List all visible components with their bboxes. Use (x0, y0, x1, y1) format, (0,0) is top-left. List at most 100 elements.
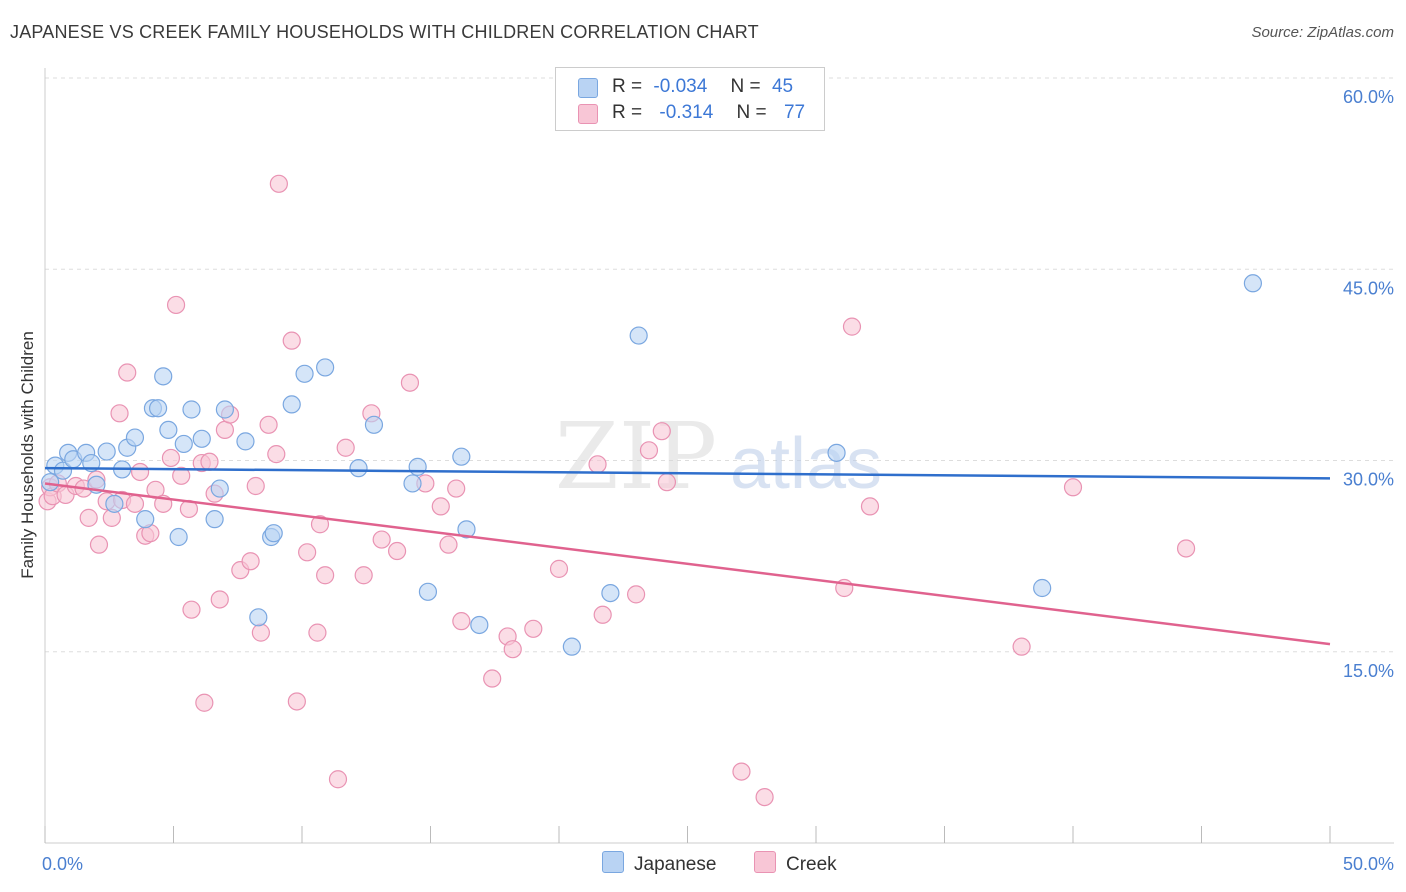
creek-point-7 (79, 508, 98, 527)
creek-point-46 (328, 770, 348, 789)
tick-labels: 15.0% 30.0% 45.0% 60.0% 0.0% 50.0% (42, 87, 1394, 874)
japanese-trend-line (44, 466, 1331, 480)
japanese-point-28 (264, 524, 283, 543)
creek-point-12 (110, 404, 129, 423)
creek-point-66 (639, 441, 659, 460)
creek-legend-label: Creek (786, 854, 837, 875)
creek-legend-swatch (754, 851, 776, 873)
japanese-point-17 (159, 420, 178, 439)
creek-point-60 (503, 640, 522, 659)
trend-lines (44, 466, 1331, 646)
creek-point-63 (588, 455, 607, 474)
japanese-points (41, 274, 1263, 656)
japanese-point-29 (282, 395, 301, 414)
japanese-point-15 (148, 399, 168, 418)
creek-point-15 (125, 494, 145, 513)
creek-n-label: N = (736, 102, 767, 123)
y-tick-label-0: 15.0% (1343, 661, 1394, 681)
japanese-point-43 (827, 443, 846, 462)
creek-point-76 (1176, 539, 1196, 558)
japanese-swatch (578, 78, 598, 98)
japanese-point-16 (154, 367, 173, 386)
axes (44, 68, 1394, 844)
japanese-point-12 (125, 428, 145, 447)
creek-point-64 (593, 605, 612, 624)
creek-point-41 (287, 692, 306, 711)
creek-point-9 (89, 535, 109, 554)
creek-point-31 (215, 420, 234, 439)
y-tick-label-3: 60.0% (1343, 87, 1394, 107)
japanese-point-42 (629, 326, 648, 345)
japanese-point-20 (182, 400, 201, 419)
japanese-point-45 (1243, 274, 1263, 293)
bottom-legend-creek: Creek (754, 851, 837, 876)
creek-r-value: -0.314 (659, 102, 714, 123)
creek-point-54 (431, 497, 450, 516)
creek-point-44 (310, 515, 330, 534)
creek-point-28 (200, 452, 219, 471)
creek-point-22 (166, 295, 186, 315)
creek-point-16 (130, 462, 150, 482)
japanese-point-31 (316, 358, 335, 377)
creek-point-65 (626, 585, 646, 604)
japanese-point-22 (205, 510, 224, 529)
creek-point-23 (172, 466, 191, 485)
creek-swatch (578, 104, 598, 124)
creek-point-43 (308, 623, 327, 642)
japanese-legend-swatch (602, 851, 624, 873)
creek-point-56 (447, 479, 466, 498)
japanese-r-label: R = (612, 76, 643, 97)
creek-point-74 (1012, 637, 1031, 656)
japanese-point-2 (53, 461, 73, 480)
japanese-point-34 (403, 474, 422, 493)
japanese-point-39 (470, 615, 489, 635)
japanese-point-40 (562, 637, 581, 656)
japanese-point-18 (169, 527, 188, 547)
creek-point-67 (652, 422, 671, 441)
x-tick-label-0: 0.0% (42, 854, 83, 874)
creek-point-30 (210, 590, 229, 609)
source-credit: Source: ZipAtlas.com (1251, 24, 1394, 41)
creek-point-27 (195, 693, 214, 712)
creek-point-40 (282, 331, 301, 350)
creek-point-52 (400, 373, 420, 392)
creek-point-48 (354, 566, 373, 585)
japanese-point-0 (41, 473, 60, 492)
japanese-n-value: 45 (771, 76, 794, 97)
creek-point-39 (269, 174, 288, 193)
japanese-point-25 (236, 432, 255, 451)
creek-point-37 (259, 415, 278, 434)
creek-point-68 (657, 473, 677, 492)
correlation-legend: R = -0.034 N = 45 R = -0.314 N = 77 (555, 67, 825, 131)
y-tick-label-1: 30.0% (1343, 470, 1394, 490)
creek-point-61 (524, 619, 543, 638)
bottom-legend-japanese: Japanese (602, 851, 716, 876)
japanese-point-35 (408, 457, 427, 476)
japanese-point-9 (105, 494, 124, 513)
creek-point-21 (161, 448, 181, 468)
creek-point-51 (387, 541, 407, 561)
japanese-point-33 (364, 415, 384, 434)
creek-trend-line (44, 482, 1331, 646)
creek-point-45 (316, 566, 335, 585)
japanese-point-37 (452, 447, 471, 466)
creek-point-34 (241, 552, 260, 571)
creek-point-36 (251, 623, 270, 642)
watermark-atlas: atlas (730, 424, 882, 504)
japanese-point-41 (601, 583, 620, 603)
japanese-r-value: -0.034 (653, 76, 708, 97)
japanese-point-21 (192, 429, 211, 448)
creek-n-value: 77 (783, 102, 806, 123)
x-tick-label-1: 50.0% (1343, 854, 1394, 874)
japanese-point-26 (249, 608, 268, 627)
japanese-point-36 (418, 582, 438, 601)
creek-point-25 (182, 600, 201, 619)
chart-title: JAPANESE VS CREEK FAMILY HOUSEHOLDS WITH… (10, 22, 759, 42)
japanese-point-8 (97, 442, 116, 461)
creek-point-57 (452, 612, 471, 631)
y-tick-label-2: 45.0% (1343, 278, 1394, 298)
creek-point-35 (246, 476, 265, 496)
creek-point-73 (860, 497, 880, 516)
creek-r-label: R = (612, 102, 643, 123)
